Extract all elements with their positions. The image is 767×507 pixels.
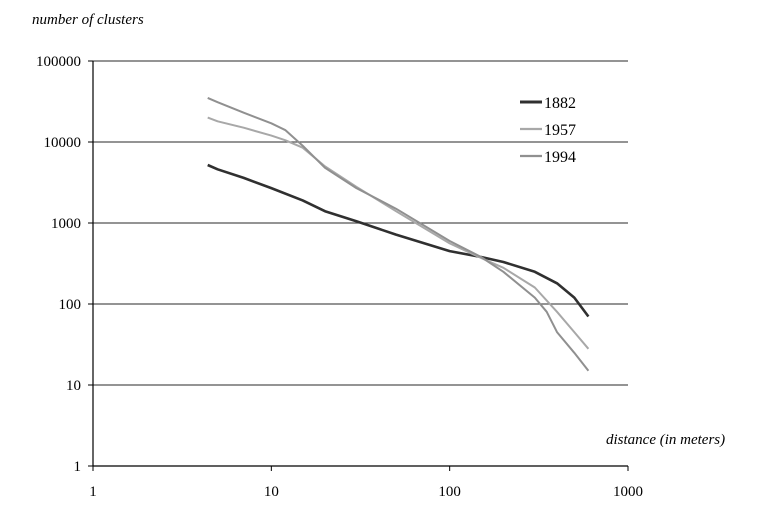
- x-tick-label-100: 100: [438, 484, 461, 500]
- legend-label-1994: 1994: [544, 149, 576, 166]
- series-lines: [207, 96, 590, 372]
- x-tick-label-10: 10: [264, 484, 279, 500]
- series-line-1994: [207, 96, 590, 372]
- legend: 1882 1957 1994: [520, 95, 576, 166]
- x-tick-label-1: 1: [89, 484, 97, 500]
- series-line-1882: [207, 163, 590, 318]
- x-tick-label-1000: 1000: [613, 484, 643, 500]
- series-line-1957: [207, 116, 590, 350]
- legend-label-1882: 1882: [544, 95, 576, 112]
- x-axis-title: distance (in meters): [606, 432, 725, 448]
- legend-label-1957: 1957: [544, 122, 576, 139]
- axis-ticks: 1 10 100 1000 10000 100000 1 10 100 1000: [36, 54, 643, 500]
- y-tick-label-1000: 1000: [51, 216, 81, 232]
- y-tick-label-100: 100: [59, 297, 82, 313]
- y-axis-title: number of clusters: [32, 12, 144, 28]
- y-tick-label-1: 1: [74, 459, 82, 475]
- y-tick-label-10: 10: [66, 378, 81, 394]
- y-tick-label-10000: 10000: [44, 135, 82, 151]
- y-tick-label-100000: 100000: [36, 54, 81, 70]
